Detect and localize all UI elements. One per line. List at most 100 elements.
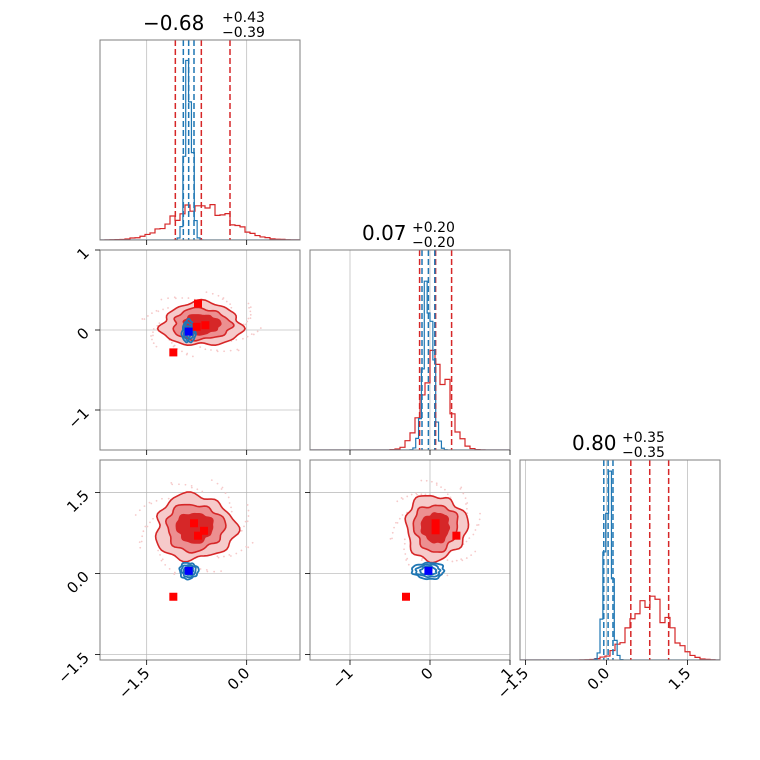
joint-2-1-red-marker-2 (452, 531, 461, 540)
panel-titles: −0.68 +0.43 −0.39 0.07 +0.20 −0.20 0.80 … (143, 10, 665, 461)
joint-1-0-sample-point (217, 294, 220, 297)
joint-2-1-sample-point (474, 550, 477, 553)
joint-2-1-blue-contour-1 (414, 563, 442, 578)
joint-2-0-sample-point (245, 545, 248, 548)
joint-2-0-sample-point (139, 546, 142, 549)
joint-2-0-blue-contour-1 (180, 564, 197, 579)
joint-2-0-sample-point (230, 510, 233, 513)
joint-2-1-sample-point (446, 559, 449, 561)
joint-2-1-sample-point (405, 559, 408, 561)
joint-2-1-sample-point (472, 533, 475, 536)
joint-1-0-sample-point (216, 350, 219, 353)
joint-1-0-sample-point (249, 306, 252, 309)
joint-1-0-sample-point (223, 350, 226, 353)
joint-2-1-sample-point (401, 498, 404, 500)
hist-1-red-histogram (310, 349, 510, 450)
joint-2-0-sample-point (159, 553, 161, 556)
joint-1-0-sample-point (152, 327, 155, 330)
joint-2-1-red-marker-0 (431, 519, 440, 528)
joint-2-0-sample-point (220, 570, 223, 573)
joint-2-0-sample-point (173, 573, 176, 576)
joint-2-0-sample-point (141, 535, 144, 538)
joint-1-0-sample-point (259, 327, 262, 329)
joint-2-1-xtick-label-1: 0 (417, 664, 436, 683)
title-param-2-minus: −0.35 (622, 445, 665, 461)
joint-2-1-sample-point (461, 559, 464, 562)
joint-2-1-sample-point (400, 497, 403, 499)
joint-2-0-sample-point (138, 541, 141, 544)
joint-2-1-sample-point (460, 486, 463, 489)
joint-2-1-sample-point (466, 512, 469, 515)
panel-plot-area (520, 460, 720, 660)
hist-0-blue-histogram (100, 59, 300, 240)
joint-2-0-sample-point (220, 488, 223, 490)
joint-1-0-sample-point (235, 338, 238, 341)
joint-2-1-sample-point (406, 495, 409, 498)
joint-2-0-sample-point (244, 520, 247, 523)
joint-1-0-ytick-label-2: 1 (73, 244, 92, 263)
joint-2-0-sample-point (140, 540, 143, 543)
joint-2-1-sample-point (396, 521, 399, 524)
joint-2-1-sample-point (465, 503, 467, 505)
joint-1-0-sample-point (187, 297, 190, 299)
joint-1-0-sample-point (155, 309, 158, 312)
joint-1-0-sample-point (248, 306, 250, 309)
joint-2-0-sample-point (157, 549, 160, 552)
joint-1-0-ytick-label-1: 0 (73, 324, 92, 343)
hist-0-frame (99, 39, 301, 241)
joint-2-1-sample-point (401, 514, 404, 516)
joint-1-0-blue-contour-0 (180, 317, 197, 344)
joint-2-1-sample-point (395, 521, 397, 524)
joint-2-0-sample-point (178, 483, 180, 486)
joint-2-0-sample-point (247, 515, 250, 517)
joint-2-0-sample-point (167, 497, 170, 500)
joint-2-1-red-marker-3 (402, 592, 410, 601)
joint-2-0-sample-point (251, 541, 254, 544)
hist-2-blue-histogram (520, 470, 720, 660)
joint-2-0-sample-point (144, 525, 147, 528)
joint-1-0-sample-point (170, 341, 173, 344)
joint-1-0-red-marker-1 (201, 321, 210, 330)
joint-2-1-sample-point (391, 537, 393, 540)
joint-1-0-sample-point (143, 318, 146, 320)
joint-2-1-sample-point (403, 538, 406, 541)
joint-1-0-sample-point (151, 312, 153, 315)
joint-2-0-sample-point (146, 525, 149, 528)
joint-2-1-sample-point (410, 493, 413, 496)
title-param-0-plus: +0.43 (222, 10, 265, 26)
joint-1-0-red-marker-3 (192, 322, 201, 331)
joint-2-1-sample-point (407, 563, 410, 566)
joint-1-0-red-marker-0 (194, 299, 202, 308)
joint-2-0-blue-contour-0 (178, 562, 200, 581)
joint-1-0-sample-point (210, 349, 212, 351)
joint-2-1-sample-point (396, 500, 399, 503)
joint-2-0-sample-point (199, 568, 202, 570)
joint-2-0-sample-point (164, 563, 167, 566)
joint-1-0-sample-point (204, 348, 207, 351)
joint-2-0-sample-point (246, 520, 249, 523)
joint-2-0-sample-point (171, 483, 174, 486)
joint-2-0-sample-point (227, 496, 230, 499)
joint-2-1-red-marker-1 (431, 526, 440, 535)
title-param-2-value: 0.80 (572, 431, 617, 455)
joint-2-1-sample-point (460, 558, 463, 561)
joint-2-1-sample-point (465, 507, 468, 510)
title-param-0-value: −0.68 (143, 11, 204, 35)
joint-2-1-sample-point (474, 529, 477, 531)
joint-2-1-sample-point (425, 479, 428, 482)
joint-2-1-frame (309, 459, 511, 661)
joint-2-0-sample-point (230, 506, 232, 509)
joint-2-0-sample-point (217, 556, 220, 559)
joint-2-0-sample-point (142, 530, 145, 533)
panel-0-0 (99, 39, 301, 245)
joint-1-0-sample-point (249, 310, 252, 313)
joint-1-0-sample-point (167, 307, 169, 309)
joint-1-0-sample-point (237, 349, 240, 352)
hist-1-frame (309, 249, 511, 451)
panel-plot-area (100, 40, 300, 240)
joint-1-0-sample-point (152, 331, 154, 333)
hist-2-xtick-label-1: 0.0 (584, 664, 614, 694)
joint-2-1-sample-point (403, 548, 405, 551)
joint-1-0-sample-point (151, 338, 153, 341)
joint-2-1-sample-point (398, 517, 401, 520)
